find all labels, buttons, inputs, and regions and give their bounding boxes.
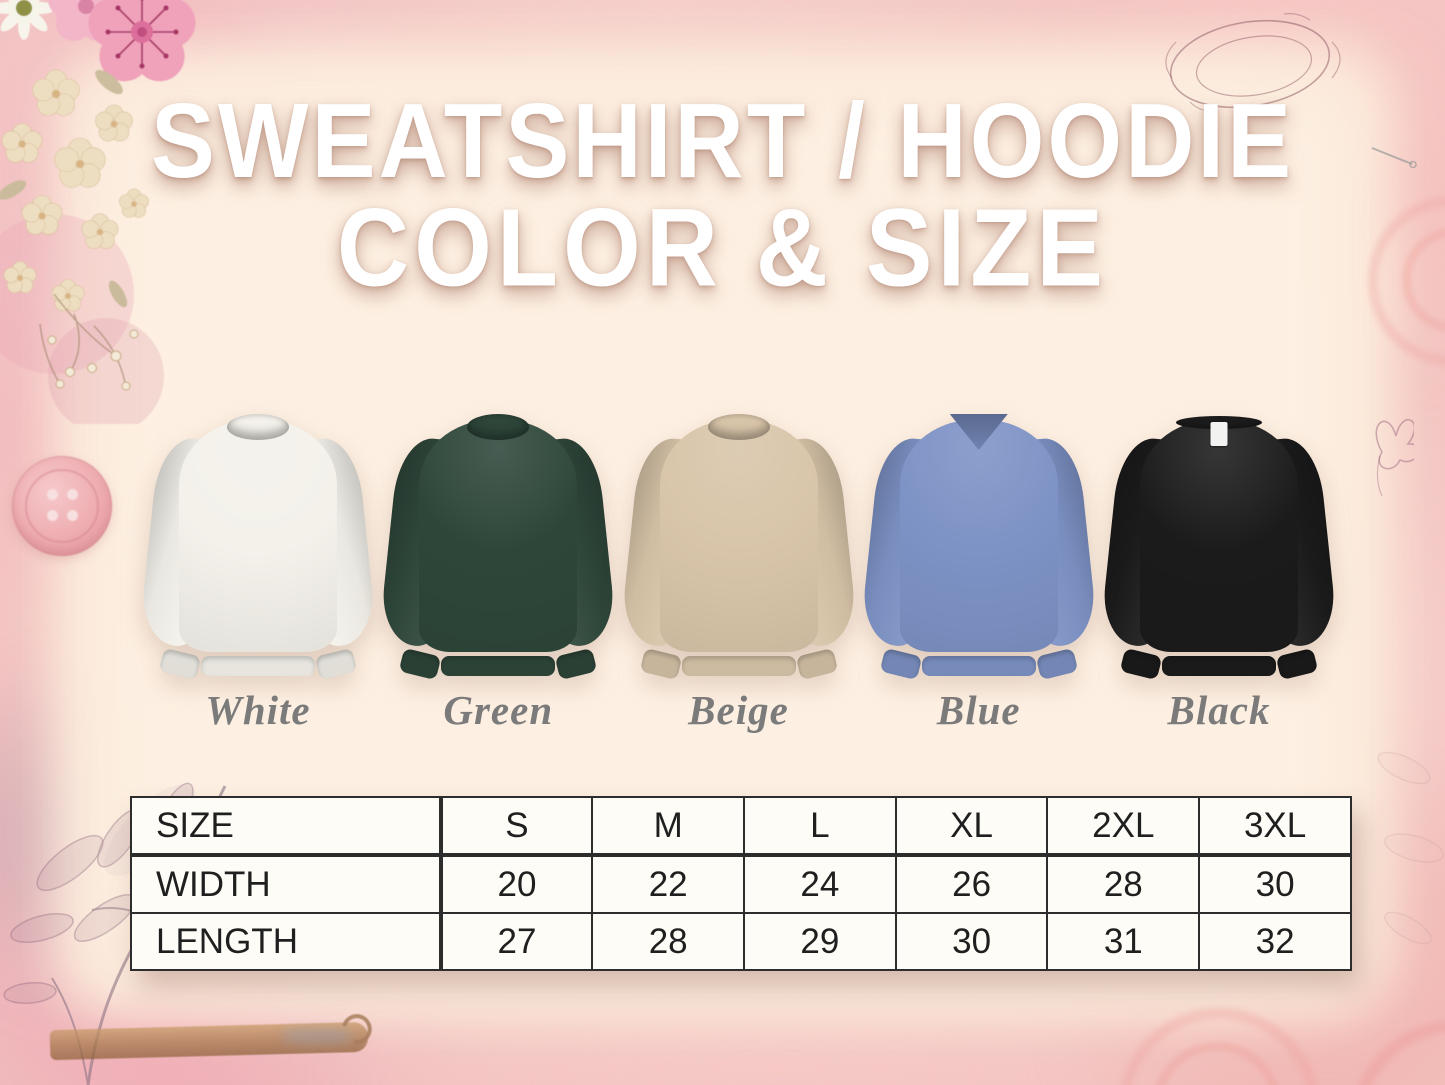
daisy-icon	[0, 0, 56, 40]
length-l: 29	[743, 912, 897, 971]
pink-arc-stroke	[1152, 1042, 1282, 1085]
sweatshirt-white-image	[138, 402, 378, 682]
pink-arc-stroke	[1350, 1020, 1445, 1085]
sweatshirt-hem	[921, 656, 1036, 676]
size-table-header-2xl: 2XL	[1046, 796, 1201, 857]
color-label-green: Green	[443, 687, 554, 733]
wooden-stick-decoration	[49, 1021, 369, 1061]
size-table-header-s: S	[439, 796, 594, 857]
sweatshirt-neckline	[467, 414, 530, 440]
sweatshirt-right-cuff	[314, 647, 358, 681]
size-table: SIZE S M L XL 2XL 3XL WIDTH 20 22 24 26 …	[130, 796, 1352, 971]
sweatshirt-left-cuff	[398, 647, 442, 681]
color-label-beige: Beige	[688, 687, 789, 733]
size-table-header-size: SIZE	[130, 796, 443, 857]
sweatshirt-black-image	[1099, 402, 1339, 682]
sweatshirt-right-cuff	[1275, 647, 1319, 681]
color-option-white: White	[138, 402, 378, 734]
size-chart-section: SIZE S M L XL 2XL 3XL WIDTH 20 22 24 26 …	[130, 796, 1352, 971]
cherry-blossom-icon	[48, 0, 124, 41]
sweatshirt-torso	[179, 420, 337, 652]
sweatshirt-left-cuff	[879, 647, 923, 681]
length-m: 28	[591, 912, 746, 971]
width-l: 24	[743, 854, 897, 914]
size-table-width-row: WIDTH 20 22 24 26 28 30	[130, 854, 1352, 914]
gray-smudge	[282, 1028, 352, 1044]
sweatshirt-torso	[899, 420, 1058, 652]
sweatshirt-tag	[1210, 422, 1228, 446]
length-row-label: LENGTH	[130, 912, 443, 971]
sweatshirt-hem	[441, 656, 556, 676]
width-m: 22	[591, 854, 746, 914]
sweatshirt-torso	[419, 420, 578, 652]
sweatshirt-neckline	[707, 414, 770, 440]
color-label-black: Black	[1167, 687, 1271, 733]
color-option-blue: Blue	[859, 402, 1099, 734]
sweatshirt-neckline	[227, 414, 289, 440]
sweatshirt-hem	[1162, 656, 1276, 676]
width-row-label: WIDTH	[130, 854, 443, 914]
width-2xl: 28	[1046, 854, 1201, 914]
sweatshirt-blue-image	[859, 402, 1099, 682]
sweatshirt-left-cuff	[1119, 647, 1163, 681]
size-table-header-l: L	[743, 796, 897, 857]
sweatshirt-hem	[201, 656, 315, 676]
page-title: SWEATSHIRT / HOODIE COLOR & SIZE	[0, 89, 1445, 303]
title-line-1: SWEATSHIRT / HOODIE	[150, 82, 1295, 201]
color-option-beige: Beige	[618, 402, 859, 734]
color-label-blue: Blue	[936, 687, 1021, 733]
length-s: 27	[439, 912, 594, 971]
size-table-header-xl: XL	[894, 796, 1049, 857]
size-table-header-m: M	[591, 796, 746, 857]
sweatshirt-right-cuff	[1035, 647, 1079, 681]
width-3xl: 30	[1198, 854, 1352, 914]
size-table-length-row: LENGTH 27 28 29 30 31 32	[130, 912, 1352, 971]
color-option-black: Black	[1099, 402, 1339, 734]
sweatshirt-torso	[659, 420, 818, 652]
width-xl: 26	[894, 854, 1049, 914]
size-table-header-row: SIZE S M L XL 2XL 3XL	[130, 796, 1352, 857]
title-line-2: COLOR & SIZE	[336, 186, 1109, 310]
color-option-green: Green	[378, 402, 618, 734]
length-3xl: 32	[1198, 912, 1352, 971]
sweatshirt-left-cuff	[158, 647, 202, 681]
length-xl: 30	[894, 912, 1049, 971]
sweatshirt-right-cuff	[554, 647, 598, 681]
sweatshirt-green-image	[378, 402, 618, 682]
color-options-row: White Green	[138, 402, 1339, 734]
width-s: 20	[439, 854, 594, 914]
length-2xl: 31	[1046, 912, 1201, 971]
sweatshirt-torso	[1140, 420, 1298, 652]
sweatshirt-beige-image	[618, 402, 859, 682]
sweatshirt-left-cuff	[639, 647, 682, 681]
size-table-header-3xl: 3XL	[1198, 796, 1352, 857]
sweatshirt-right-cuff	[795, 647, 838, 681]
color-label-white: White	[205, 687, 311, 733]
sweatshirt-hem	[681, 656, 796, 676]
